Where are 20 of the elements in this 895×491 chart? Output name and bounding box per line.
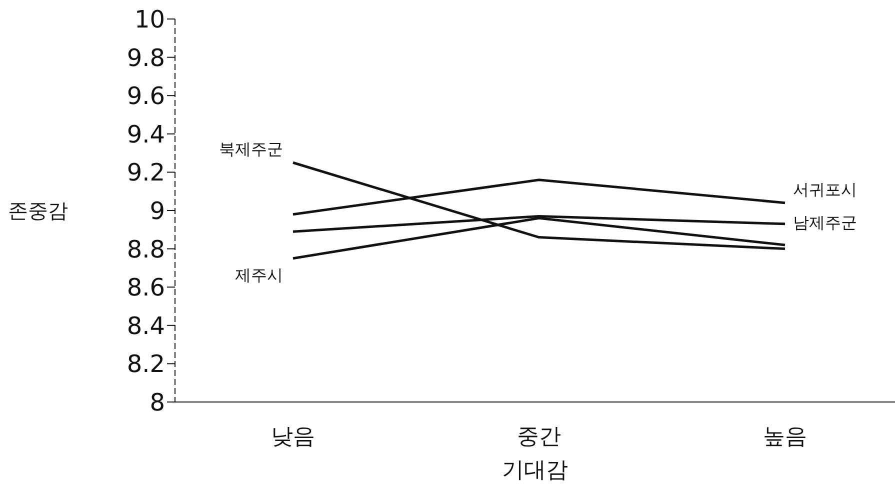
series-label: 제주시 — [235, 265, 283, 284]
y-axis-title: 존중감 — [8, 198, 68, 223]
y-tick-label: 9.8 — [126, 44, 165, 72]
y-tick-label: 9.2 — [126, 158, 165, 187]
y-tick-label: 8.8 — [126, 235, 165, 264]
y-tick-label: 8.2 — [126, 350, 165, 378]
x-tick-label: 낮음 — [271, 424, 315, 450]
x-tick-label: 높음 — [763, 424, 807, 450]
y-tick-label: 8 — [150, 388, 165, 417]
x-tick-label: 중간 — [517, 424, 561, 450]
series-label: 서귀포시 — [793, 180, 857, 199]
y-tick-label: 9.6 — [126, 82, 165, 110]
y-tick-label: 10 — [134, 6, 165, 34]
y-tick-label: 8.6 — [126, 274, 165, 302]
series-label: 북제주군 — [219, 140, 283, 159]
y-tick-label: 9 — [150, 197, 165, 226]
series-label: 남제주군 — [793, 212, 857, 232]
y-tick-label: 9.4 — [126, 120, 165, 148]
x-axis-title: 기대감 — [502, 458, 568, 483]
y-tick-label: 8.4 — [126, 312, 165, 340]
